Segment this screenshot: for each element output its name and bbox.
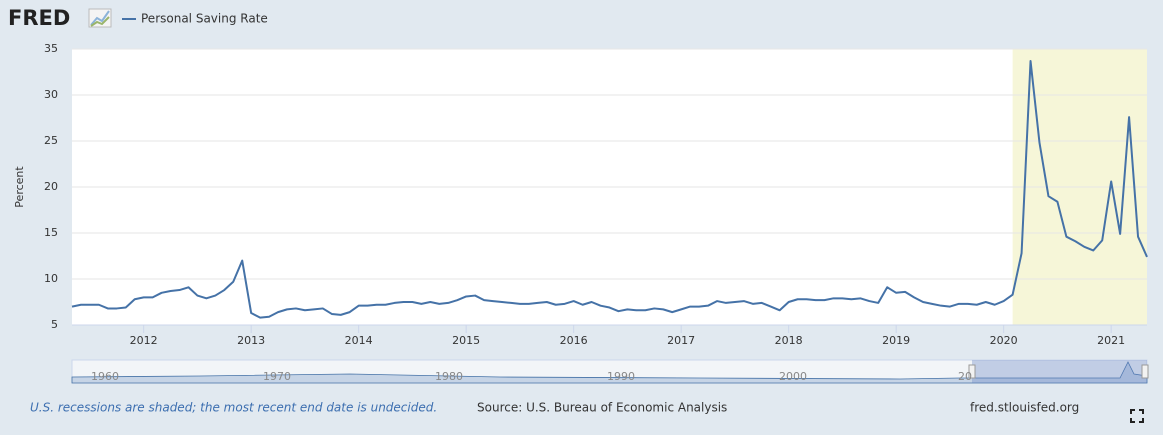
- x-tick-label: 2021: [1097, 334, 1125, 347]
- y-tick-label: 5: [51, 318, 58, 331]
- legend-label[interactable]: Personal Saving Rate: [141, 12, 268, 26]
- x-tick-label: 2014: [345, 334, 373, 347]
- y-tick-label: 10: [44, 272, 58, 285]
- site-link[interactable]: fred.stlouisfed.org: [970, 401, 1079, 415]
- navigator-tick-label: 1990: [607, 370, 635, 383]
- x-tick-label: 2013: [237, 334, 265, 347]
- logo: FRED: [8, 6, 70, 30]
- y-tick-label: 35: [44, 42, 58, 55]
- series-line: [71, 59, 1148, 319]
- navigator-tick-label: 1980: [435, 370, 463, 383]
- navigator-tick-label: 2000: [779, 370, 807, 383]
- navigator-tick-label: 20: [958, 370, 972, 383]
- y-tick-label: 15: [44, 226, 58, 239]
- x-tick-label: 2019: [882, 334, 910, 347]
- navigator-tick-label: 1970: [263, 370, 291, 383]
- x-tick-label: 2016: [560, 334, 588, 347]
- recession-note: U.S. recessions are shaded; the most rec…: [30, 401, 437, 415]
- fullscreen-icon[interactable]: [1130, 409, 1144, 423]
- y-tick-label: 30: [44, 88, 58, 101]
- source: Source: U.S. Bureau of Economic Analysis: [477, 401, 727, 415]
- x-tick-label: 2017: [667, 334, 695, 347]
- y-tick-label: 25: [44, 134, 58, 147]
- logo-icon: [88, 8, 112, 28]
- x-tick-label: 2018: [775, 334, 803, 347]
- navigator-tick-label: 1960: [91, 370, 119, 383]
- y-axis-label: Percent: [13, 166, 26, 208]
- navigator[interactable]: 1960 1970 1980 1990 2000 20: [71, 359, 1149, 384]
- y-tick-label: 20: [44, 180, 58, 193]
- x-tick-label: 2015: [452, 334, 480, 347]
- x-tick-label: 2012: [130, 334, 158, 347]
- x-tick-label: 2020: [990, 334, 1018, 347]
